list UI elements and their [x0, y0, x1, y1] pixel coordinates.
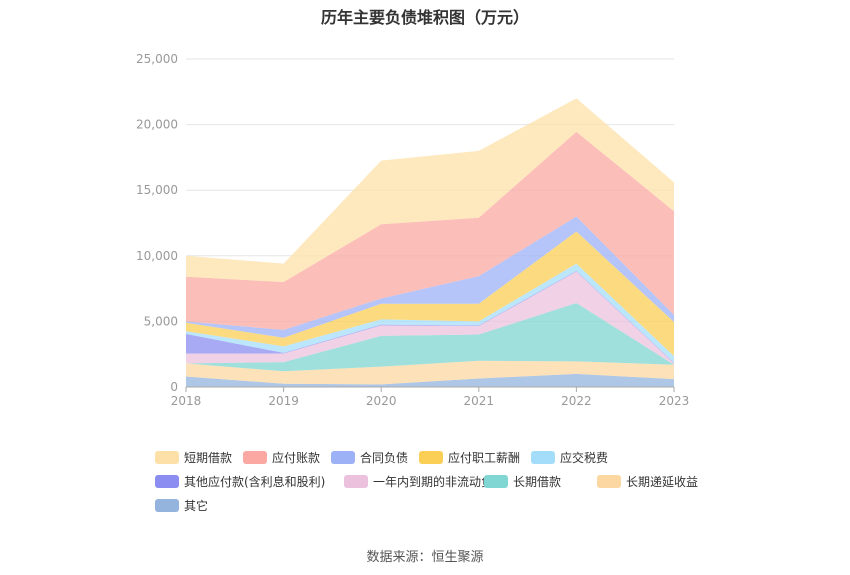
area-series — [186, 373, 674, 387]
area-series — [186, 271, 674, 365]
legend-label: 长期递延收益 — [626, 475, 698, 489]
legend-swatch — [344, 475, 368, 488]
x-tick-label: 2018 — [171, 394, 202, 408]
area-series — [186, 216, 674, 338]
legend-swatch — [243, 451, 267, 464]
y-tick-label: 25,000 — [136, 52, 178, 66]
legend-label: 长期借款 — [513, 475, 561, 489]
legend-swatch — [155, 475, 179, 488]
x-tick-label: 2021 — [464, 394, 495, 408]
legend-label: 应付账款 — [272, 450, 320, 465]
legend-swatch — [531, 451, 555, 464]
legend-swatch — [597, 475, 621, 488]
x-tick-label: 2020 — [366, 394, 397, 408]
chart-title: 历年主要负债堆积图（万元） — [320, 8, 529, 27]
legend-label: 短期借款 — [184, 451, 232, 465]
legend-swatch — [155, 451, 179, 464]
y-tick-label: 5,000 — [144, 314, 178, 328]
legend-swatch — [331, 451, 355, 464]
legend-label: 合同负债 — [360, 450, 408, 465]
legend-label: 其他应付款(含利息和股利) — [184, 474, 325, 489]
y-tick-label: 15,000 — [136, 183, 178, 197]
x-tick-label: 2019 — [268, 394, 299, 408]
y-tick-label: 20,000 — [136, 118, 178, 132]
legend-label: 应付职工薪酬 — [448, 450, 520, 465]
x-tick-label: 2022 — [561, 394, 592, 408]
data-source: 数据来源：恒生聚源 — [366, 550, 484, 565]
x-tick-label: 2023 — [659, 394, 690, 408]
area-series — [186, 360, 674, 385]
area-series — [186, 98, 674, 283]
area-series — [186, 131, 674, 330]
area-series — [186, 231, 674, 357]
stacked-area-chart: 0 5,000 10,000 15,000 20,000 25,000 2018 2019 20… — [136, 52, 698, 513]
legend-swatch — [419, 451, 443, 464]
legend-label: 其它 — [184, 498, 208, 513]
legend-swatch — [484, 475, 508, 488]
area-series — [186, 303, 674, 372]
y-tick-label: 10,000 — [136, 249, 178, 263]
legend-swatch — [155, 499, 179, 512]
y-tick-label: 0 — [170, 380, 178, 394]
legend-label: 应交税费 — [560, 450, 608, 465]
legend-label: 一年内到期的非流动负债 — [373, 474, 505, 489]
